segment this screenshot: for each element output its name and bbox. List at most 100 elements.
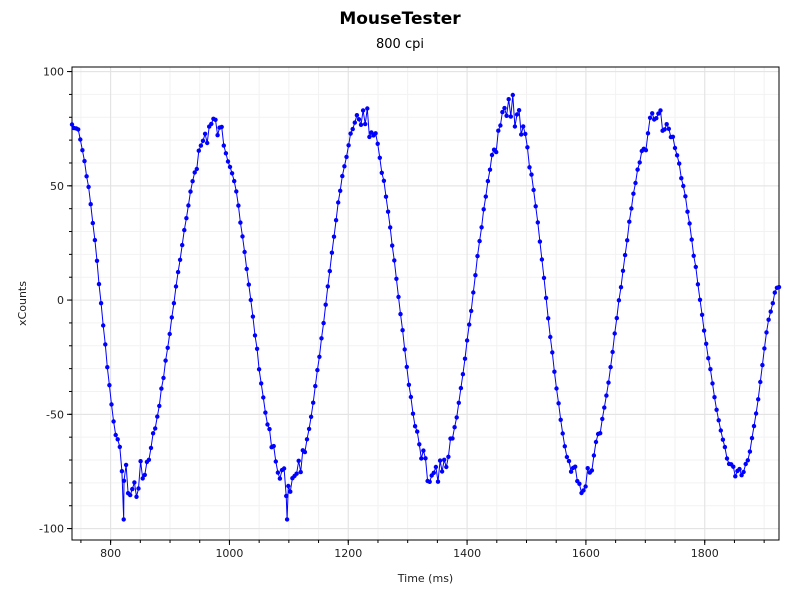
data-point — [338, 188, 343, 193]
y-tick-label: 50 — [50, 180, 64, 193]
data-point — [556, 401, 561, 406]
data-point — [388, 225, 393, 230]
data-point — [80, 148, 85, 153]
x-tick-label: 1600 — [572, 547, 600, 560]
data-point — [165, 345, 170, 350]
data-point — [647, 115, 653, 121]
data-point — [473, 273, 478, 278]
data-point — [622, 252, 628, 258]
data-point — [94, 258, 100, 263]
data-point — [342, 164, 347, 169]
data-point — [261, 395, 266, 400]
data-point — [402, 347, 407, 352]
y-tick-label: -100 — [39, 523, 64, 536]
data-point — [115, 437, 120, 442]
data-point — [365, 106, 370, 111]
series-line — [71, 94, 780, 520]
data-point — [521, 124, 526, 129]
data-point — [419, 456, 424, 461]
data-point — [739, 473, 744, 478]
data-point — [340, 173, 345, 179]
chart-title: MouseTester — [339, 9, 461, 29]
data-point — [408, 394, 414, 400]
data-point — [737, 466, 742, 472]
data-point — [620, 268, 626, 273]
data-point — [687, 221, 692, 226]
data-point — [84, 174, 89, 179]
data-point — [494, 149, 499, 155]
data-point — [192, 170, 197, 175]
data-point — [450, 436, 455, 441]
data-point — [396, 294, 401, 300]
data-point — [456, 400, 461, 405]
data-point — [184, 216, 189, 221]
data-point — [720, 437, 726, 442]
data-point — [423, 456, 428, 461]
data-point — [560, 431, 565, 436]
data-point — [221, 143, 226, 148]
data-point — [458, 385, 464, 391]
data-point — [446, 454, 451, 459]
data-point — [706, 356, 711, 361]
data-point — [348, 131, 353, 136]
data-point — [171, 301, 177, 306]
data-point — [643, 148, 649, 153]
data-point — [716, 418, 721, 423]
data-point — [92, 237, 98, 243]
data-point — [356, 117, 362, 122]
data-point — [512, 124, 518, 129]
data-point — [608, 364, 613, 370]
data-point — [731, 464, 736, 469]
data-point — [227, 164, 233, 170]
data-point — [514, 112, 520, 117]
data-point — [78, 137, 83, 142]
data-point — [502, 105, 507, 111]
data-point — [323, 302, 328, 307]
data-point — [764, 330, 769, 335]
data-point — [398, 311, 403, 317]
data-point — [142, 472, 147, 478]
data-point — [527, 165, 532, 170]
axis-ticks: 800 1000 1200 1400 1600 1800 100 50 0 -50 -100 — [39, 66, 765, 560]
data-point — [213, 117, 218, 123]
data-point — [250, 314, 256, 319]
data-point — [146, 457, 152, 462]
data-point — [460, 372, 466, 377]
data-point — [277, 476, 283, 481]
data-point — [256, 367, 262, 372]
data-point — [681, 183, 686, 189]
data-point — [96, 281, 102, 287]
data-point — [167, 331, 172, 337]
x-tick-label: 800 — [100, 547, 121, 560]
data-point — [377, 155, 382, 160]
data-point — [113, 432, 118, 438]
x-axis-label: Time (ms) — [397, 572, 453, 585]
data-point — [119, 469, 125, 474]
data-point — [598, 431, 603, 436]
data-point — [543, 295, 549, 301]
data-point — [693, 264, 698, 270]
data-point — [194, 166, 199, 172]
data-point — [433, 464, 439, 470]
y-axis-label: xCounts — [16, 281, 29, 326]
data-point — [444, 464, 449, 470]
data-point — [138, 459, 143, 464]
data-point — [593, 439, 599, 445]
data-point — [747, 449, 753, 454]
data-point — [302, 449, 308, 455]
data-point — [741, 469, 746, 475]
data-point — [467, 322, 472, 327]
data-point — [76, 127, 81, 132]
data-point — [612, 331, 617, 336]
data-point — [523, 131, 528, 137]
data-point — [483, 194, 488, 199]
data-point — [666, 126, 671, 131]
data-point — [136, 486, 141, 491]
data-point — [308, 414, 314, 419]
data-point — [173, 284, 179, 289]
data-point — [392, 258, 397, 263]
data-point — [236, 203, 241, 208]
data-point — [267, 426, 272, 432]
data-point — [242, 249, 247, 255]
